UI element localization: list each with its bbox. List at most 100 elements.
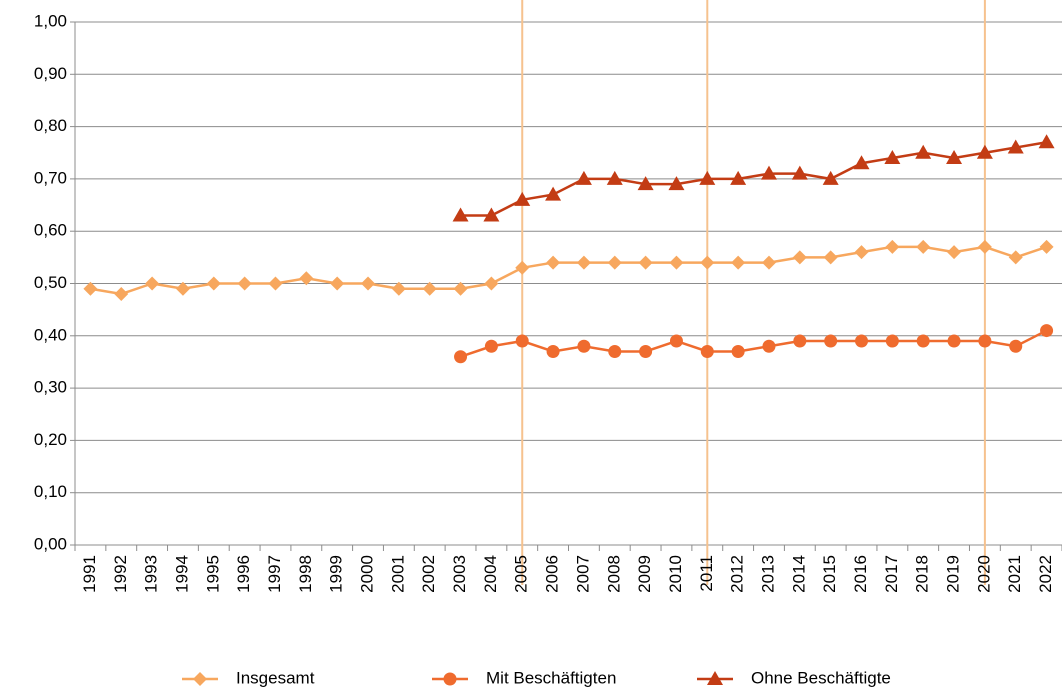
data-point bbox=[791, 165, 808, 180]
data-point bbox=[452, 207, 469, 222]
y-tick-label: 0,60 bbox=[34, 221, 67, 240]
data-point bbox=[515, 260, 530, 275]
x-tick-label: 2013 bbox=[758, 555, 777, 593]
data-point bbox=[916, 239, 931, 254]
x-tick-label: 2021 bbox=[1005, 555, 1024, 593]
data-point bbox=[1009, 339, 1023, 353]
data-point bbox=[1008, 250, 1023, 265]
data-point bbox=[330, 276, 345, 291]
data-point bbox=[824, 334, 838, 348]
x-tick-label: 2017 bbox=[882, 555, 901, 593]
legend-marker bbox=[707, 671, 723, 685]
y-tick-label: 0,30 bbox=[34, 378, 67, 397]
legend-label: Mit Beschäftigten bbox=[486, 668, 616, 687]
data-point bbox=[515, 334, 529, 348]
data-point bbox=[639, 344, 653, 358]
data-point bbox=[175, 281, 190, 296]
data-point bbox=[700, 344, 714, 358]
data-point bbox=[145, 276, 160, 291]
legend-marker bbox=[443, 672, 457, 686]
data-point bbox=[916, 334, 930, 348]
x-tick-label: 2020 bbox=[974, 555, 993, 593]
data-point bbox=[607, 255, 622, 270]
data-point bbox=[885, 334, 899, 348]
x-tick-label: 1994 bbox=[172, 555, 191, 593]
series-line bbox=[90, 245, 1047, 296]
x-tick-label: 2016 bbox=[851, 555, 870, 593]
series-line bbox=[460, 141, 1047, 217]
data-point bbox=[577, 339, 591, 353]
x-tick-label: 2014 bbox=[789, 555, 808, 593]
data-point bbox=[637, 176, 654, 191]
data-point bbox=[114, 286, 129, 301]
data-point bbox=[638, 255, 653, 270]
x-tick-label: 2012 bbox=[728, 555, 747, 593]
data-point bbox=[731, 344, 745, 358]
y-tick-label: 0,40 bbox=[34, 325, 67, 344]
data-point bbox=[206, 276, 221, 291]
data-point bbox=[978, 334, 992, 348]
x-tick-label: 2002 bbox=[419, 555, 438, 593]
data-point bbox=[884, 149, 901, 164]
data-point bbox=[1007, 139, 1024, 154]
data-point bbox=[546, 344, 560, 358]
x-tick-label: 2015 bbox=[820, 555, 839, 593]
x-tick-label: 2000 bbox=[358, 555, 377, 593]
legend-marker bbox=[193, 672, 207, 686]
x-tick-label: 1991 bbox=[80, 555, 99, 593]
y-tick-label: 0,20 bbox=[34, 430, 67, 449]
data-point bbox=[1040, 324, 1054, 338]
y-tick-label: 0,00 bbox=[34, 534, 67, 553]
x-tick-label: 1993 bbox=[142, 555, 161, 593]
data-point bbox=[855, 334, 869, 348]
data-point bbox=[947, 245, 962, 260]
x-tick-label: 2022 bbox=[1036, 555, 1055, 593]
data-point bbox=[730, 170, 747, 185]
x-tick-label: 2004 bbox=[481, 555, 500, 593]
legend-label: Ohne Beschäftigte bbox=[751, 668, 891, 687]
data-point bbox=[83, 281, 98, 296]
x-tick-label: 2007 bbox=[573, 555, 592, 593]
data-point bbox=[299, 271, 314, 286]
x-tick-label: 1999 bbox=[327, 555, 346, 593]
data-point bbox=[237, 276, 252, 291]
x-tick-label: 1998 bbox=[296, 555, 315, 593]
data-point bbox=[761, 255, 776, 270]
x-tick-label: 2005 bbox=[512, 555, 531, 593]
data-point bbox=[977, 239, 992, 254]
data-point bbox=[731, 255, 746, 270]
data-point bbox=[361, 276, 376, 291]
x-tick-label: 2018 bbox=[913, 555, 932, 593]
y-tick-label: 0,80 bbox=[34, 116, 67, 135]
x-tick-label: 2009 bbox=[635, 555, 654, 593]
y-tick-label: 0,10 bbox=[34, 482, 67, 501]
data-point bbox=[668, 176, 685, 191]
data-point bbox=[915, 144, 932, 159]
data-point bbox=[575, 170, 592, 185]
data-point bbox=[792, 250, 807, 265]
data-point bbox=[946, 149, 963, 164]
data-point bbox=[546, 255, 561, 270]
x-tick-label: 2011 bbox=[697, 555, 716, 592]
x-tick-label: 2019 bbox=[944, 555, 963, 593]
x-tick-label: 1997 bbox=[265, 555, 284, 593]
x-tick-label: 1992 bbox=[111, 555, 130, 593]
data-point bbox=[854, 245, 869, 260]
data-point bbox=[822, 170, 839, 185]
data-point bbox=[391, 281, 406, 296]
data-point bbox=[606, 170, 623, 185]
x-tick-label: 1995 bbox=[203, 555, 222, 593]
data-point bbox=[514, 191, 531, 206]
x-tick-label: 2008 bbox=[604, 555, 623, 593]
data-point bbox=[483, 207, 500, 222]
data-point bbox=[484, 339, 498, 353]
data-point bbox=[700, 255, 715, 270]
data-point bbox=[823, 250, 838, 265]
x-tick-label: 1996 bbox=[234, 555, 253, 593]
data-point bbox=[853, 155, 870, 170]
data-point bbox=[422, 281, 437, 296]
data-point bbox=[1039, 239, 1054, 254]
x-tick-label: 2003 bbox=[450, 555, 469, 593]
data-point bbox=[669, 255, 684, 270]
